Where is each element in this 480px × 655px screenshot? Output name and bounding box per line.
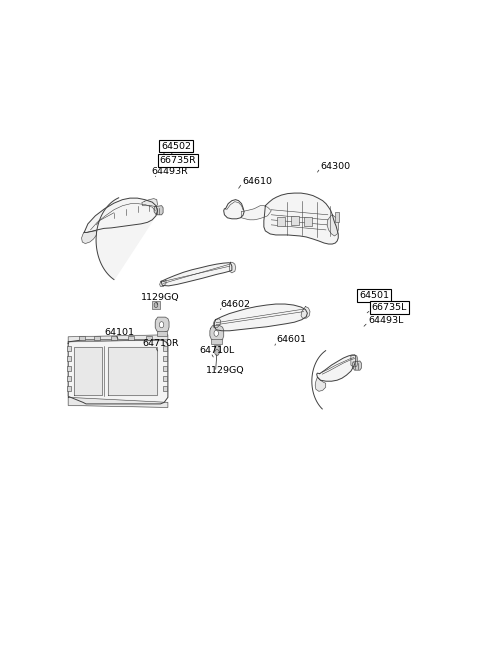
FancyBboxPatch shape: [156, 331, 167, 336]
Polygon shape: [160, 280, 166, 286]
FancyBboxPatch shape: [211, 339, 222, 345]
FancyBboxPatch shape: [163, 376, 167, 381]
Text: 64710R: 64710R: [143, 339, 179, 348]
Polygon shape: [264, 193, 338, 244]
FancyBboxPatch shape: [163, 356, 167, 361]
FancyBboxPatch shape: [277, 217, 285, 226]
FancyBboxPatch shape: [67, 356, 71, 361]
Circle shape: [214, 330, 218, 336]
Text: 64601: 64601: [276, 335, 307, 345]
Polygon shape: [84, 198, 157, 280]
Text: 66735R: 66735R: [160, 156, 196, 165]
Polygon shape: [352, 361, 361, 370]
FancyBboxPatch shape: [79, 336, 84, 340]
Polygon shape: [301, 307, 310, 318]
Text: 64502: 64502: [161, 141, 191, 151]
Text: 64501: 64501: [359, 291, 389, 300]
FancyBboxPatch shape: [94, 336, 100, 340]
Polygon shape: [155, 317, 169, 332]
FancyBboxPatch shape: [67, 366, 71, 371]
Polygon shape: [82, 231, 96, 244]
FancyBboxPatch shape: [128, 336, 133, 340]
Circle shape: [215, 349, 219, 356]
Text: 66735L: 66735L: [372, 303, 407, 312]
Text: 64493R: 64493R: [151, 167, 188, 176]
FancyBboxPatch shape: [67, 386, 71, 391]
Polygon shape: [229, 262, 236, 272]
Text: 1129GQ: 1129GQ: [141, 293, 180, 302]
FancyBboxPatch shape: [67, 346, 71, 351]
Polygon shape: [224, 200, 244, 219]
Polygon shape: [68, 398, 168, 407]
Polygon shape: [68, 340, 168, 404]
Polygon shape: [241, 206, 271, 220]
FancyBboxPatch shape: [163, 366, 167, 371]
FancyBboxPatch shape: [304, 217, 312, 226]
Polygon shape: [317, 355, 356, 381]
FancyBboxPatch shape: [335, 212, 339, 222]
FancyBboxPatch shape: [163, 386, 167, 391]
Polygon shape: [215, 304, 307, 331]
Text: 64602: 64602: [221, 300, 251, 309]
Text: 64610: 64610: [242, 177, 272, 186]
Polygon shape: [161, 263, 232, 286]
Text: 64300: 64300: [321, 162, 350, 171]
FancyBboxPatch shape: [146, 336, 152, 340]
Circle shape: [154, 303, 158, 308]
FancyBboxPatch shape: [214, 345, 220, 351]
Polygon shape: [142, 198, 157, 207]
FancyBboxPatch shape: [290, 215, 299, 225]
Text: 64710L: 64710L: [200, 346, 235, 356]
Polygon shape: [213, 319, 221, 328]
Polygon shape: [154, 206, 163, 215]
Polygon shape: [327, 215, 338, 236]
Polygon shape: [108, 347, 157, 396]
FancyBboxPatch shape: [152, 301, 160, 309]
FancyBboxPatch shape: [163, 346, 167, 351]
Polygon shape: [68, 335, 168, 342]
Text: 64101: 64101: [104, 328, 134, 337]
Circle shape: [159, 322, 164, 328]
Polygon shape: [210, 326, 224, 341]
FancyBboxPatch shape: [67, 376, 71, 381]
FancyBboxPatch shape: [111, 336, 117, 340]
Polygon shape: [315, 377, 325, 391]
Text: 1129GQ: 1129GQ: [206, 366, 244, 375]
Polygon shape: [84, 198, 157, 233]
Polygon shape: [74, 347, 102, 396]
Text: 64493L: 64493L: [368, 316, 403, 325]
Polygon shape: [351, 355, 358, 367]
